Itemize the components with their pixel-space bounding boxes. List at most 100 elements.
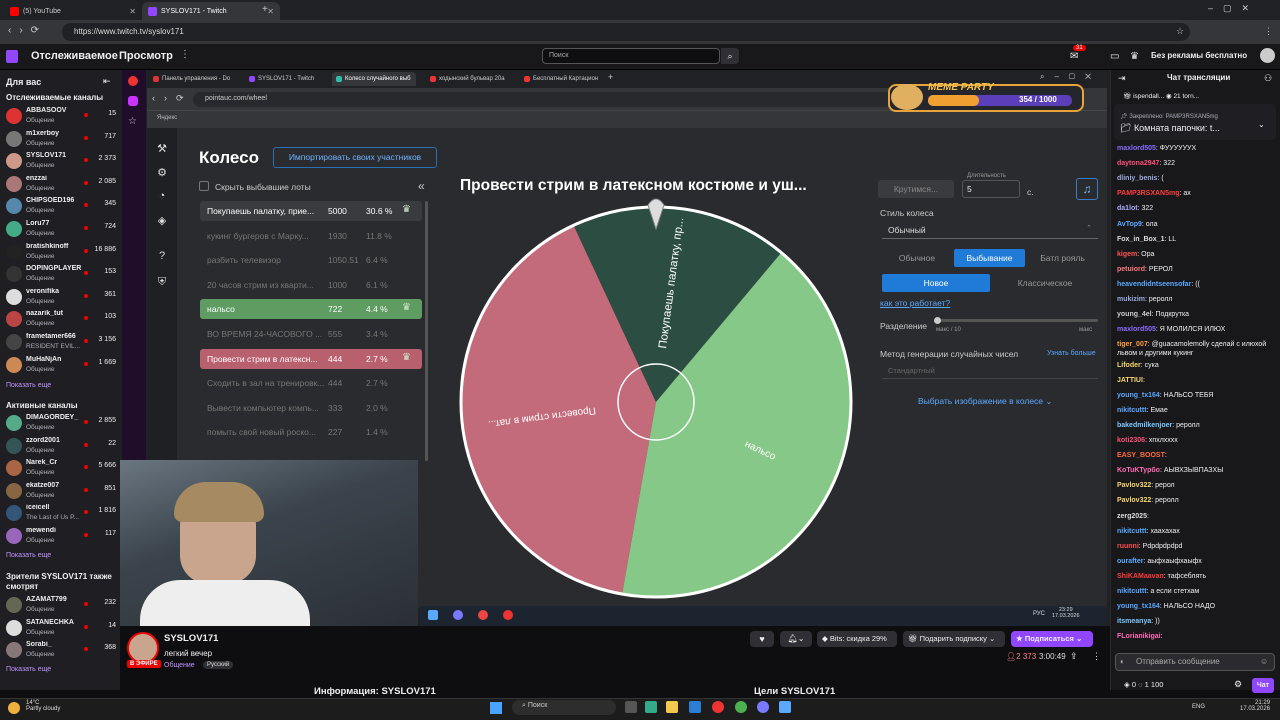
- emote-icon[interactable]: ◐: [1120, 657, 1125, 666]
- sidebar-channel[interactable]: Sorabi_ Общение 368: [4, 640, 118, 662]
- sidebar-channel[interactable]: enzzai Общение 2 085: [4, 174, 118, 196]
- help-icon[interactable]: ?: [158, 250, 166, 262]
- lot-row[interactable]: ВО ВРЕМЯ 24-ЧАСОВОГО ... 555 3.4 %: [200, 324, 422, 344]
- sidebar-channel[interactable]: SYSLOV171 Общение 2 373: [4, 151, 118, 173]
- user-avatar[interactable]: [1260, 48, 1275, 63]
- chat-username[interactable]: tiger_007: [1117, 341, 1148, 349]
- inner-tab[interactable]: Панель управления - Do: [149, 72, 231, 86]
- chat-username[interactable]: koti2306: [1117, 437, 1146, 444]
- chat-username[interactable]: nikitcuttt: [1117, 527, 1147, 535]
- twitch-search-input[interactable]: Поиск: [542, 48, 720, 64]
- sidebar-channel[interactable]: veronifika Общение 361: [4, 287, 118, 309]
- system-clock[interactable]: 21:29 17.03.2026: [1240, 700, 1270, 712]
- lot-row[interactable]: Сходить в зал на тренировк... 444 2.7 %: [200, 373, 422, 393]
- more-icon[interactable]: ⋮: [180, 49, 190, 60]
- sidebar-channel[interactable]: DOPINGPLAYER Общение 153: [4, 264, 118, 286]
- collapse-chat-icon[interactable]: ⇥: [1118, 73, 1126, 83]
- task-view-icon[interactable]: [625, 701, 637, 713]
- submode-classic-button[interactable]: Классическое: [1017, 278, 1073, 288]
- learn-more-link[interactable]: Узнать больше: [1047, 350, 1096, 357]
- duration-input[interactable]: 5: [962, 180, 1020, 198]
- inner-tab-active[interactable]: Колесо случайного выб: [332, 72, 416, 86]
- collapse-sidebar-icon[interactable]: ⇤: [103, 76, 111, 86]
- gavel-icon[interactable]: ⚒: [157, 143, 167, 155]
- chat-username[interactable]: mukizim: [1117, 296, 1146, 303]
- spin-button[interactable]: Крутимся...: [878, 180, 954, 198]
- settings-icon[interactable]: ⚙: [1234, 679, 1243, 689]
- slider-handle[interactable]: [934, 317, 941, 324]
- crown-icon[interactable]: ♛: [1130, 51, 1139, 62]
- sidebar-channel[interactable]: zzord2001 Общение 22: [4, 436, 118, 458]
- browser-tab-twitch[interactable]: SYSLOV171 - Twitch ✕: [142, 2, 280, 20]
- app-icon[interactable]: [779, 701, 791, 713]
- lot-row[interactable]: Покупаешь палатку, прие... 5000 30.6 % ♛: [200, 201, 422, 221]
- app-icon[interactable]: [645, 701, 657, 713]
- lot-list-scrollbar[interactable]: [425, 201, 428, 461]
- show-more-link[interactable]: Показать еще: [6, 666, 52, 673]
- sidebar-channel[interactable]: CHIPSOED196 Общение 345: [4, 196, 118, 218]
- smile-icon[interactable]: ☺: [1260, 657, 1269, 666]
- channel-points[interactable]: ◈ 0 ◌ 1 100: [1124, 680, 1164, 689]
- users-icon[interactable]: ⚇: [1264, 73, 1273, 83]
- nav-following[interactable]: Отслеживаемое: [31, 50, 118, 62]
- sidebar-channel[interactable]: Loru77 Общение 724: [4, 219, 118, 241]
- chat-username[interactable]: AvTop9: [1117, 220, 1142, 228]
- chat-username[interactable]: daytona2947: [1117, 160, 1160, 168]
- lot-row[interactable]: Провести стрим в латексн... 444 2.7 % ♛: [200, 348, 422, 369]
- chevron-down-icon[interactable]: ⌄: [1258, 120, 1265, 129]
- chat-username[interactable]: da1lot: [1117, 205, 1138, 213]
- chrome-icon[interactable]: [735, 701, 747, 713]
- whispers-icon[interactable]: ▭: [1110, 51, 1120, 62]
- music-icon[interactable]: ♫: [1076, 178, 1098, 200]
- chat-username[interactable]: nikitcuttt: [1117, 588, 1147, 595]
- chat-username[interactable]: JATTIUI: [1117, 376, 1143, 384]
- discord-icon[interactable]: [757, 701, 769, 713]
- sidebar-channel[interactable]: Narek_Cr Общение 5 666: [4, 458, 118, 480]
- split-slider[interactable]: [934, 317, 1098, 324]
- chat-username[interactable]: bakedmilkenjoer: [1117, 421, 1173, 429]
- sidebar-channel[interactable]: m1xerboy Общение 717: [4, 129, 118, 151]
- sidebar-channel[interactable]: iceicell The Last of Us P... 1 816: [4, 503, 118, 525]
- show-more-link[interactable]: Показать еще: [6, 382, 52, 389]
- trophy-icon[interactable]: ♛: [402, 302, 411, 314]
- bell-icon[interactable]: 🔔︎⌄: [780, 631, 812, 647]
- wheel-style-select[interactable]: Обычный ⌃: [882, 221, 1098, 239]
- browser-tab-youtube[interactable]: (5) YouTube ✕: [4, 2, 142, 20]
- new-tab-button[interactable]: +: [262, 4, 268, 15]
- lot-row[interactable]: 20 часов стрим из кварти... 1000 6.1 %: [200, 275, 422, 295]
- app-icon[interactable]: [503, 610, 513, 620]
- chat-username[interactable]: ShiKAMaavan: [1117, 572, 1164, 580]
- mode-normal-button[interactable]: Обычное: [898, 253, 936, 263]
- streamer-name[interactable]: SYSLOV171: [164, 633, 219, 644]
- inner-tab[interactable]: Бесплатный Картацион: [520, 72, 602, 86]
- shield-icon[interactable]: ⛨: [157, 276, 167, 288]
- chat-send-button[interactable]: Чат: [1252, 678, 1274, 693]
- app-icon[interactable]: [478, 610, 488, 620]
- chat-username[interactable]: KoTuKTypбo: [1117, 467, 1160, 475]
- chat-username[interactable]: ruunni: [1117, 542, 1139, 550]
- trophy-icon[interactable]: ♛: [402, 204, 411, 215]
- nav-arrows-icon[interactable]: ‹›⟳: [8, 25, 48, 36]
- nav-browse[interactable]: Просмотр: [119, 50, 173, 62]
- chat-username[interactable]: zerg2025: [1117, 512, 1147, 520]
- pinned-message[interactable]: [1114, 104, 1276, 140]
- search-icon[interactable]: ⌕: [721, 48, 739, 64]
- close-icon[interactable]: ✕: [129, 6, 136, 16]
- bits-button[interactable]: ◆ Bits: скидка 29%: [817, 631, 897, 647]
- sidebar-channel[interactable]: SATANECHKA Общение 14: [4, 618, 118, 640]
- how-it-works-link[interactable]: как это работает?: [880, 298, 951, 308]
- lot-row[interactable]: разбить телевизор 1050.51 6.4 %: [200, 250, 422, 270]
- new-tab-button[interactable]: +: [608, 72, 614, 82]
- twitch-logo-icon[interactable]: [6, 50, 18, 63]
- lot-row[interactable]: помыть свой новый роско... 227 1.4 %: [200, 422, 422, 442]
- sidebar-channel[interactable]: MuHaNjAn Общение 1 669: [4, 355, 118, 377]
- inner-tab[interactable]: ходынский бульвар 20а: [426, 72, 512, 86]
- sidebar-channel[interactable]: ABBASOOV Общение 15: [4, 106, 118, 128]
- hide-dropped-checkbox[interactable]: [199, 181, 209, 191]
- share-icon[interactable]: ⇪: [1070, 651, 1078, 661]
- lot-row[interactable]: нальсо 722 4.4 % ♛: [200, 299, 422, 320]
- chat-username[interactable]: Pavlov322: [1117, 482, 1152, 490]
- mode-elimination-button[interactable]: Выбывание: [954, 249, 1025, 267]
- window-controls[interactable]: ⌕–▢✕: [1040, 72, 1102, 81]
- explorer-icon[interactable]: [666, 701, 678, 713]
